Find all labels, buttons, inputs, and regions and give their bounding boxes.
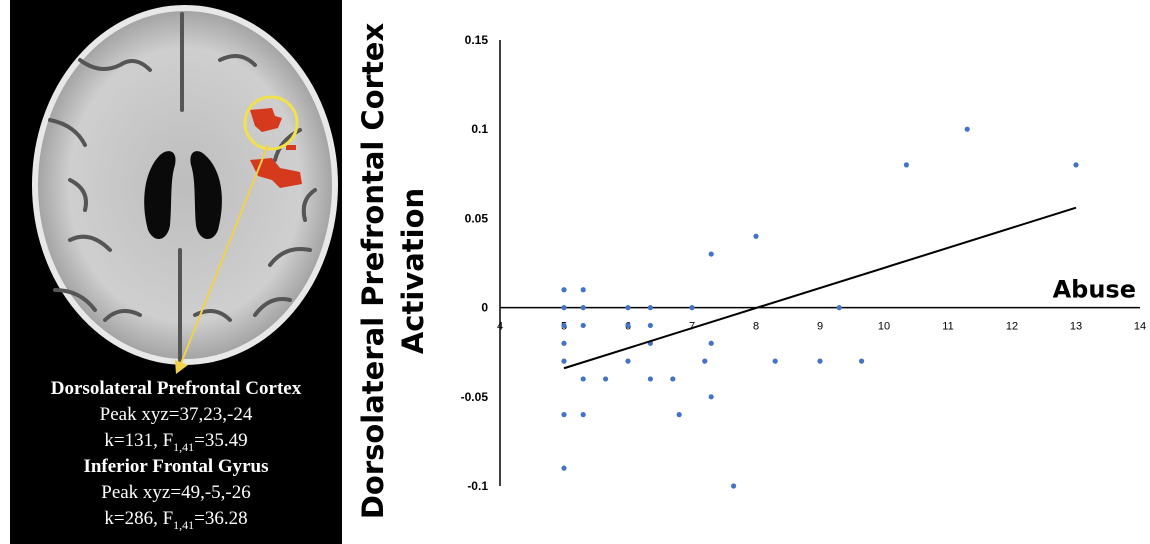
data-point [561, 465, 567, 471]
x-tick-labels: 4567891011121314 [497, 321, 1146, 333]
region2-name: Inferior Frontal Gyrus [83, 456, 269, 477]
roi-circle [243, 95, 299, 151]
y-tick-label: 0 [481, 301, 488, 315]
x-tick-label: 7 [689, 321, 695, 333]
data-point [625, 305, 631, 311]
data-point [561, 358, 567, 364]
x-tick-label: 9 [817, 321, 823, 333]
brain-slice-image [32, 5, 338, 374]
x-tick-label: 13 [1070, 321, 1082, 333]
data-point [859, 358, 865, 364]
data-point [561, 322, 567, 329]
ventricles [144, 151, 222, 240]
data-point [708, 340, 714, 346]
x-tick-label: 10 [878, 321, 890, 333]
data-point [580, 305, 586, 311]
region2-stats: k=286, F1,41=36.28 [104, 508, 248, 532]
x-tick-label: 4 [497, 321, 503, 333]
data-point [772, 358, 778, 364]
data-point [603, 376, 609, 382]
x-tick-label: 8 [753, 321, 759, 333]
y-tick-label: 0.15 [465, 33, 489, 47]
y-tick-labels: 0.15 0.1 0.05 0 -0.05 -0.1 [461, 33, 489, 493]
y-axis-label-line1: Dorsolateral Prefrontal Cortex [356, 22, 390, 520]
data-point [561, 287, 567, 293]
y-tick-label: 0.1 [471, 122, 488, 136]
data-point [817, 358, 823, 364]
data-point [580, 287, 586, 293]
data-point [702, 358, 708, 364]
brain-panel: Dorsolateral Prefrontal Cortex Peak xyz=… [10, 0, 342, 544]
x-tick-label: 14 [1134, 321, 1146, 333]
data-point [731, 483, 737, 489]
region1-peak: Peak xyz=37,23,-24 [99, 404, 253, 425]
data-point [647, 376, 653, 382]
data-point [561, 305, 567, 311]
x-tick-label: 12 [1006, 321, 1018, 333]
data-point [670, 376, 676, 382]
brain-caption: Dorsolateral Prefrontal Cortex Peak xyz=… [10, 376, 342, 532]
data-point [689, 305, 695, 311]
scatter-chart: 0.150.10.050-0.05-0.1 4567891011121314 A… [461, 33, 1146, 493]
brain-outline [32, 5, 338, 365]
roi-arrow [179, 144, 269, 367]
data-point [676, 412, 682, 418]
data-point [903, 162, 909, 168]
data-point [580, 376, 586, 382]
x-axis-label: Abuse [1053, 276, 1136, 304]
data-point [647, 322, 653, 329]
y-tick-label: -0.05 [461, 390, 489, 404]
data-point [647, 305, 653, 311]
data-point [964, 126, 970, 132]
y-tick-label: -0.1 [467, 479, 488, 493]
y-axis-label: Dorsolateral Prefrontal Cortex Activatio… [353, 23, 433, 519]
data-point [708, 394, 714, 400]
data-point [580, 412, 586, 418]
roi-arrow-head [175, 360, 188, 374]
region2-peak: Peak xyz=49,-5,-26 [101, 482, 251, 503]
data-point [561, 340, 567, 346]
data-point [625, 322, 631, 329]
data-point [625, 358, 631, 364]
data-point [753, 233, 759, 239]
activation-clusters [250, 108, 302, 188]
data-point [561, 412, 567, 418]
data-point [836, 305, 842, 311]
x-tick-label: 11 [942, 321, 953, 333]
region1-name: Dorsolateral Prefrontal Cortex [50, 378, 302, 399]
y-axis-label-line2: Activation [396, 187, 430, 355]
data-point [1073, 162, 1079, 168]
data-point [580, 322, 586, 329]
y-tick-label: 0.05 [465, 211, 489, 225]
trendline [563, 206, 1077, 370]
data-point [708, 251, 714, 257]
region1-stats: k=131, F1,41=35.49 [104, 430, 248, 454]
